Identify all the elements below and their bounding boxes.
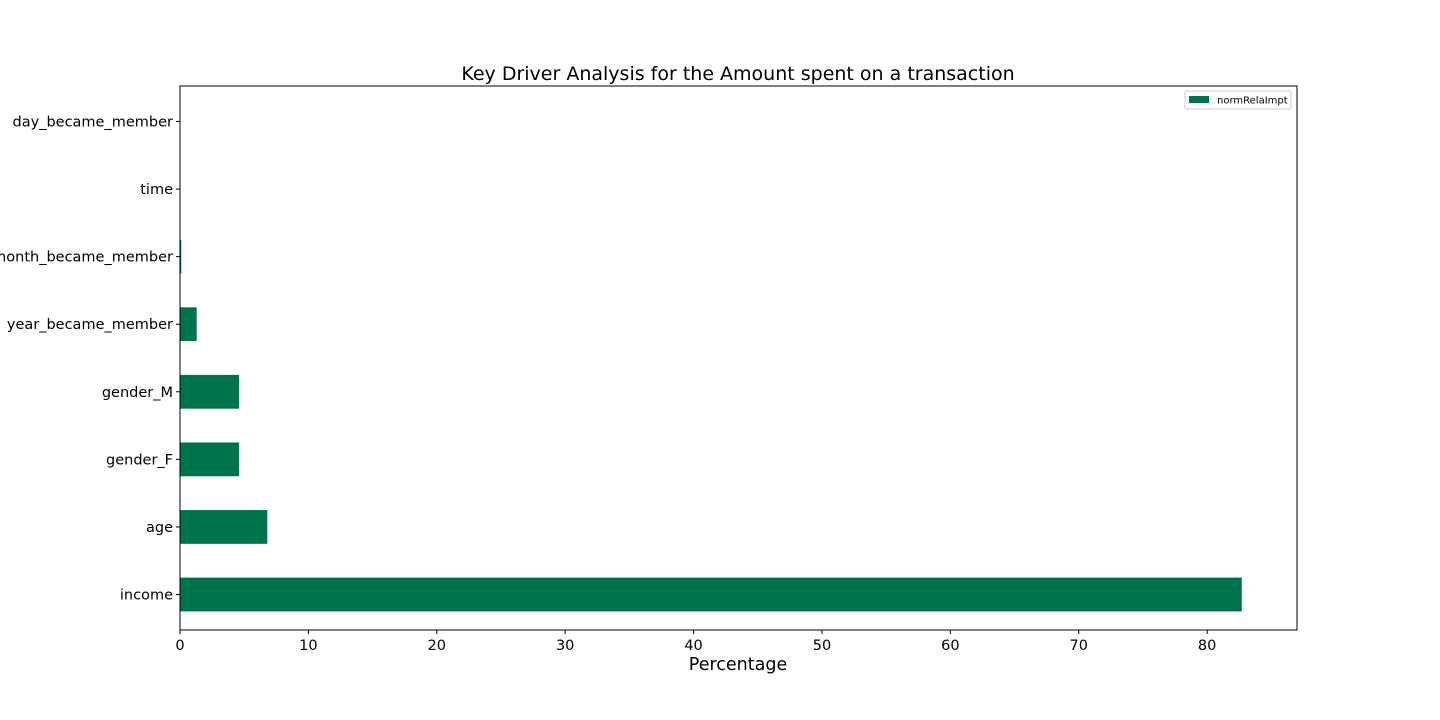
bar-month_became_member (180, 239, 182, 274)
x-tick-label: 20 (428, 638, 446, 654)
bar-age (180, 510, 268, 544)
y-tick-label: income (120, 588, 173, 604)
x-tick-label: 30 (556, 638, 574, 654)
legend-label: normRelaImpt (1217, 96, 1288, 107)
bar-income (180, 577, 1242, 612)
legend-box (1184, 90, 1292, 110)
x-tick-label: 10 (299, 638, 317, 654)
chart-title: Key Driver Analysis for the Amount spent… (461, 63, 1014, 85)
x-tick-label: 0 (175, 638, 184, 654)
legend-swatch (1189, 96, 1209, 103)
y-axis-ticks: income age gender_F gender_M year_became_mem… (0, 114, 180, 604)
x-tick-label: 40 (684, 638, 702, 654)
y-tick-label: age (146, 520, 173, 536)
x-tick-label: 70 (1070, 638, 1088, 654)
x-axis-ticks: 0 10 20 30 40 50 60 70 80 (175, 630, 1216, 654)
plot-frame (179, 85, 1298, 631)
x-tick-label: 50 (813, 638, 831, 654)
x-tick-label: 60 (941, 638, 959, 654)
x-tick-label: 80 (1198, 638, 1216, 654)
y-tick-label: gender_F (106, 452, 173, 468)
x-axis-label: Percentage (689, 655, 787, 675)
bar-gender_F (180, 442, 240, 477)
bar-year_became_member (180, 307, 197, 342)
y-tick-label: gender_M (102, 385, 173, 401)
bar-gender_M (180, 374, 240, 409)
y-tick-label: month_became_member (0, 250, 173, 266)
y-tick-label: time (140, 182, 173, 198)
legend: normRelaImpt (1184, 90, 1292, 110)
y-tick-label: year_became_member (7, 317, 173, 333)
bars-group (180, 239, 1242, 612)
y-tick-label: day_became_member (13, 114, 173, 130)
